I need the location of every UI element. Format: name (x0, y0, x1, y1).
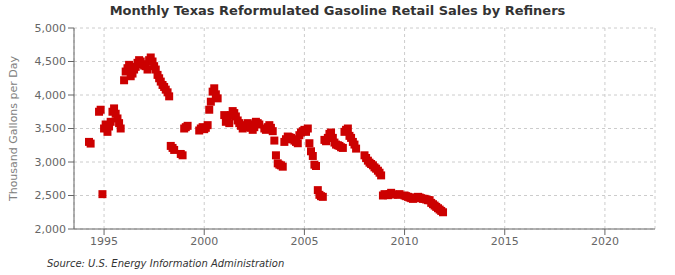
svg-text:2020: 2020 (591, 235, 619, 248)
svg-text:3,500: 3,500 (35, 122, 67, 135)
svg-text:4,000: 4,000 (35, 89, 67, 102)
svg-text:4,500: 4,500 (35, 55, 67, 68)
html-text:Monthly Texas Reformulated Gas: Monthly Texas Reformulated Gasoline Reta… (109, 3, 566, 18)
svg-text:2005: 2005 (290, 235, 318, 248)
svg-text:2010: 2010 (391, 235, 419, 248)
svg-text:2,000: 2,000 (35, 223, 67, 236)
svg-text:Thousand Gallons per Day: Thousand Gallons per Day (7, 55, 20, 202)
svg-text:1995: 1995 (90, 235, 118, 248)
svg-text:2015: 2015 (491, 235, 519, 248)
svg-text:3,000: 3,000 (35, 156, 67, 169)
html-text:Source: U.S. Energy Informatio: Source: U.S. Energy Information Administ… (47, 258, 285, 269)
svg-text:2,500: 2,500 (35, 189, 67, 202)
svg-text:2000: 2000 (190, 235, 218, 248)
svg-text:5,000: 5,000 (35, 22, 67, 35)
